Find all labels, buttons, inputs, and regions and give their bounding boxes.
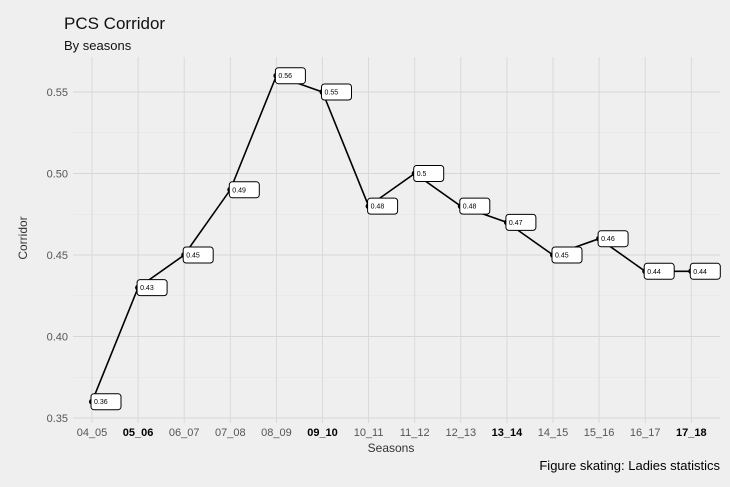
data-label-box <box>413 165 445 182</box>
chart-caption: Figure skating: Ladies statistics <box>539 458 720 473</box>
data-label-box <box>551 246 583 264</box>
data-label-text: 0.55 <box>325 90 339 97</box>
data-label: 0.48 <box>459 197 491 215</box>
data-label: 0.48 <box>367 197 399 215</box>
data-label-text: 0.44 <box>647 269 661 276</box>
data-label-box <box>367 197 399 215</box>
x-tick-label: 17_18 <box>676 427 707 439</box>
data-label-text: 0.48 <box>371 204 385 211</box>
y-axis-title: Corridor <box>16 216 30 259</box>
x-tick-label: 07_08 <box>215 427 246 439</box>
data-label-text: 0.47 <box>509 220 523 227</box>
y-tick-label: 0.55 <box>47 87 68 99</box>
data-label: 0.45 <box>551 246 583 264</box>
x-tick-label: 11_12 <box>400 427 430 439</box>
data-label-box <box>643 262 675 280</box>
x-tick-labels: 04_05 05_06 06_07 07_08 08_09 09_10 10_11 11_12… <box>77 427 707 439</box>
x-tick-label: 14_15 <box>538 427 569 439</box>
data-label: 0.36 <box>90 393 122 411</box>
x-tick-label: 06_07 <box>169 427 200 439</box>
data-label: 0.44 <box>643 262 675 280</box>
data-label: 0.46 <box>597 230 629 248</box>
chart-subtitle: By seasons <box>64 38 132 53</box>
y-tick-label: 0.45 <box>47 250 68 262</box>
data-label: 0.43 <box>136 279 168 297</box>
data-label-text: 0.45 <box>555 253 569 260</box>
data-label: 0.45 <box>182 246 214 264</box>
data-label-box <box>505 213 537 231</box>
data-label: 0.44 <box>689 262 721 280</box>
y-tick-labels: 0.35 0.40 0.45 0.50 0.55 <box>47 87 68 425</box>
data-label-box <box>689 262 721 280</box>
data-label-box <box>136 279 168 297</box>
data-label-text: 0.43 <box>140 285 154 292</box>
data-label-box <box>597 230 629 248</box>
data-label-text: 0.46 <box>601 236 615 243</box>
data-label: 0.55 <box>321 83 352 101</box>
data-label-text: 0.56 <box>278 73 292 80</box>
data-label-text: 0.5 <box>417 171 427 178</box>
x-tick-label: 15_16 <box>584 427 615 439</box>
data-label-text: 0.44 <box>693 269 707 276</box>
data-label-box <box>274 67 306 85</box>
data-label-text: 0.36 <box>94 399 108 406</box>
grid <box>73 57 720 423</box>
x-tick-label: 10_11 <box>354 427 384 439</box>
data-label: 0.5 <box>413 165 445 182</box>
data-label: 0.47 <box>505 213 537 231</box>
data-label: 0.56 <box>274 67 306 85</box>
x-tick-label: 16_17 <box>630 427 661 439</box>
data-label: 0.49 <box>228 181 260 199</box>
data-label-text: 0.45 <box>186 253 200 260</box>
x-tick-label: 13_14 <box>492 427 523 439</box>
data-label-text: 0.48 <box>463 204 477 211</box>
y-tick-label: 0.40 <box>47 332 68 344</box>
data-label-box <box>90 393 122 411</box>
y-tick-label: 0.50 <box>47 169 68 181</box>
x-tick-label: 09_10 <box>307 427 338 439</box>
chart-title: PCS Corridor <box>64 14 165 33</box>
x-tick-label: 12_13 <box>446 427 477 439</box>
y-tick-label: 0.35 <box>47 413 68 425</box>
data-label-box <box>321 83 352 101</box>
x-axis-title: Seasons <box>368 441 415 455</box>
data-label-text: 0.49 <box>232 187 246 194</box>
data-labels: 0.36 0.43 0.45 0.49 0.56 0.55 0.48 0.5 0.48 0.47 0… <box>90 67 721 411</box>
x-tick-label: 05_06 <box>123 427 154 439</box>
x-tick-label: 08_09 <box>261 427 292 439</box>
series-line <box>91 74 692 402</box>
x-tick-label: 04_05 <box>77 427 108 439</box>
data-label-box <box>459 197 491 215</box>
data-label-box <box>228 181 260 199</box>
data-label-box <box>182 246 214 264</box>
